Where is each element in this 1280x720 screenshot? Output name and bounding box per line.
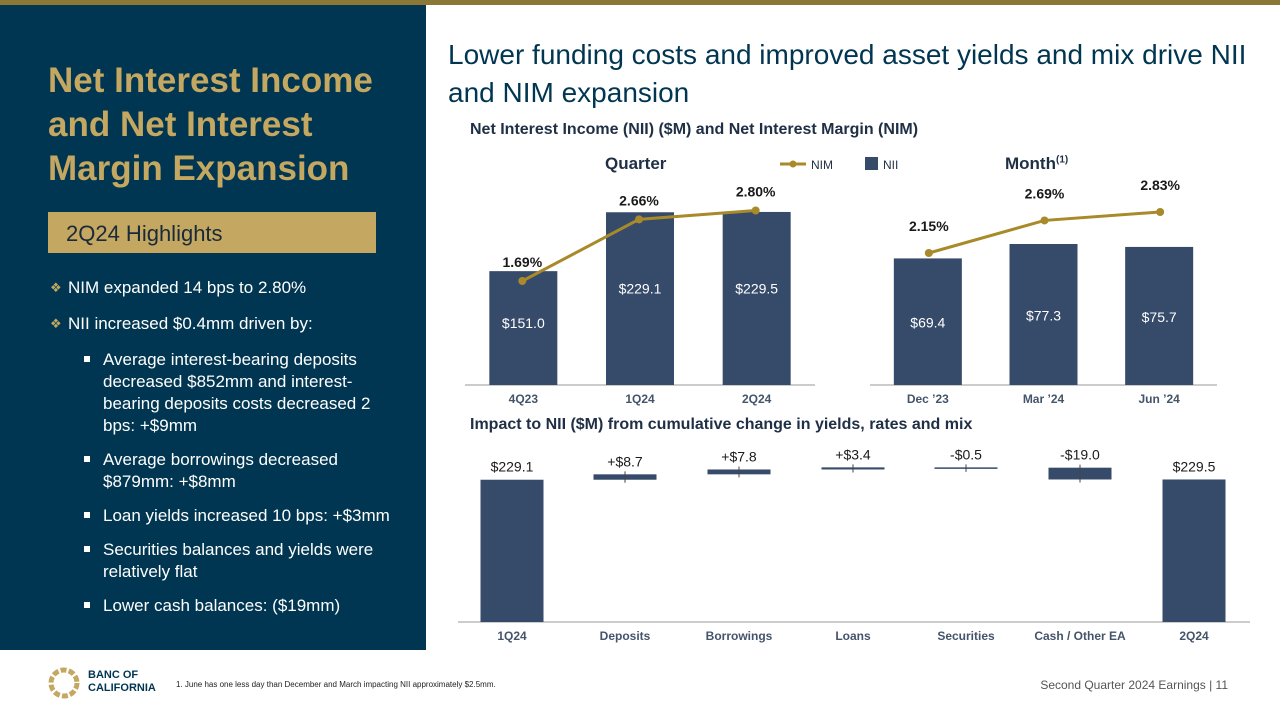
sub-bullet-item: Average borrowings decreased $879mm: +$8… — [50, 449, 400, 493]
nim-value-label: 2.69% — [1025, 185, 1065, 201]
bullet-text: NIM expanded 14 bps to 2.80% — [68, 278, 307, 297]
x-tick-label: 2Q24 — [742, 392, 772, 406]
waterfall-value-label: -$19.0 — [1060, 447, 1100, 463]
top-accent-bar — [0, 0, 1280, 5]
month-label-text: Month — [1005, 154, 1056, 173]
logo-line-2: CALIFORNIA — [88, 682, 156, 694]
sub-bullet-text: Securities balances and yields were rela… — [103, 540, 374, 581]
side-title: Net Interest Income and Net Interest Mar… — [48, 61, 373, 188]
nim-value-label: 2.80% — [736, 184, 776, 200]
sub-bullet-item: Average interest-bearing deposits decrea… — [50, 349, 400, 437]
legend-nii-swatch — [865, 157, 878, 170]
nim-point — [751, 206, 760, 215]
x-tick-label: Dec ’23 — [907, 392, 949, 406]
x-tick-label: Cash / Other EA — [1034, 629, 1126, 643]
legend-nii-label: NII — [883, 158, 898, 172]
x-tick-label: Securities — [937, 629, 995, 643]
x-tick-label: 4Q23 — [509, 392, 539, 406]
nim-point — [924, 249, 933, 257]
waterfall-value-label: $229.1 — [491, 459, 534, 475]
nim-value-label: 2.66% — [619, 192, 659, 208]
quarter-chart: $151.0 4Q23 $229.1 1Q24 $229.5 2Q24 1.69% 2.66%… — [489, 184, 791, 406]
x-tick-label: Jun ’24 — [1138, 392, 1180, 406]
top-section-title: Net Interest Income (NII) ($M) and Net I… — [470, 121, 919, 138]
nim-point — [1040, 216, 1049, 225]
nii-value-label: $151.0 — [502, 315, 545, 331]
square-bullet-icon — [84, 602, 90, 608]
waterfall-value-label: +$8.7 — [607, 453, 643, 469]
waterfall-total-bar — [1162, 479, 1226, 622]
nii-bar — [722, 211, 791, 385]
x-tick-label: Mar ’24 — [1023, 392, 1065, 406]
nii-value-label: $77.3 — [1026, 308, 1061, 324]
nim-point — [518, 277, 527, 285]
nim-point — [1156, 207, 1165, 216]
waterfall-chart: $229.1 1Q24 +$8.7 Deposits +$7.8 Borrowings +$… — [480, 446, 1226, 643]
highlights-badge: 2Q24 Highlights — [48, 212, 376, 253]
nii-value-label: $229.1 — [619, 281, 662, 297]
page-title: Lower funding costs and improved asset y… — [448, 39, 1247, 108]
x-tick-label: Borrowings — [706, 629, 773, 643]
nim-value-label: 1.69% — [502, 254, 542, 270]
bullet-text: NII increased $0.4mm driven by: — [68, 314, 313, 333]
sub-bullet-item: Securities balances and yields were rela… — [50, 539, 400, 583]
sub-bullet-text: Loan yields increased 10 bps: +$3mm — [103, 506, 390, 525]
nii-value-label: $69.4 — [910, 315, 945, 331]
sub-bullet-item: Lower cash balances: ($19mm) — [50, 595, 400, 617]
highlights-panel: Net Interest Income and Net Interest Mar… — [0, 5, 426, 650]
x-tick-label: 1Q24 — [625, 392, 655, 406]
nii-value-label: $229.5 — [735, 280, 778, 296]
month-chart: $69.4 Dec ’23 $77.3 Mar ’24 $75.7 Jun ’24 2.15… — [893, 177, 1194, 406]
x-tick-label: 1Q24 — [497, 629, 527, 643]
sub-bullet-text: Average interest-bearing deposits decrea… — [103, 350, 371, 435]
nii-bar — [1009, 244, 1078, 385]
x-tick-label: 2Q24 — [1179, 629, 1209, 643]
nii-bar — [893, 258, 962, 385]
footnote-marker: (1) — [1055, 154, 1069, 166]
bullet-item: ❖ NII increased $0.4mm driven by: — [50, 313, 400, 335]
chart-legend: NIM NII — [780, 157, 898, 172]
footnote: 1. June has one less day than December a… — [176, 680, 496, 689]
nim-value-label: 2.83% — [1140, 177, 1180, 193]
banc-of-california-logo — [48, 667, 80, 699]
quarter-label: Quarter — [605, 154, 667, 173]
x-tick-label: Deposits — [600, 629, 651, 643]
square-bullet-icon — [84, 512, 90, 518]
bottom-section-title: Impact to NII ($M) from cumulative chang… — [470, 416, 973, 433]
nim-point — [635, 215, 643, 224]
logo-line-1: BANC OF — [88, 669, 139, 681]
waterfall-value-label: -$0.5 — [950, 446, 982, 462]
legend-nim-marker — [789, 160, 797, 168]
diamond-bullet-icon: ❖ — [50, 280, 62, 295]
sub-bullet-item: Loan yields increased 10 bps: +$3mm — [50, 505, 400, 527]
sub-bullet-text: Lower cash balances: ($19mm) — [103, 596, 341, 615]
waterfall-value-label: +$7.8 — [721, 448, 757, 464]
nii-bar — [606, 212, 674, 385]
highlights-label: 2Q24 Highlights — [66, 221, 223, 246]
nii-value-label: $75.7 — [1142, 309, 1177, 325]
footer-page-info: Second Quarter 2024 Earnings | 11 — [1040, 678, 1228, 692]
square-bullet-icon — [84, 356, 90, 362]
month-label: Month(1) — [1005, 154, 1068, 174]
nii-bar — [489, 271, 558, 385]
diamond-bullet-icon: ❖ — [50, 316, 62, 331]
waterfall-value-label: +$3.4 — [835, 446, 871, 462]
legend-nim-label: NIM — [811, 158, 833, 172]
highlights-list: ❖ NIM expanded 14 bps to 2.80% ❖ NII incre… — [50, 277, 400, 629]
bullet-item: ❖ NIM expanded 14 bps to 2.80% — [50, 277, 400, 299]
waterfall-value-label: $229.5 — [1173, 458, 1216, 474]
waterfall-total-bar — [480, 479, 544, 622]
logo-wordmark: BANC OF CALIFORNIA — [88, 669, 156, 695]
square-bullet-icon — [84, 546, 90, 552]
nii-bar — [1125, 246, 1194, 385]
x-tick-label: Loans — [835, 629, 871, 643]
sub-bullet-text: Average borrowings decreased $879mm: +$8… — [103, 450, 338, 491]
nim-value-label: 2.15% — [909, 218, 949, 234]
square-bullet-icon — [84, 456, 90, 462]
